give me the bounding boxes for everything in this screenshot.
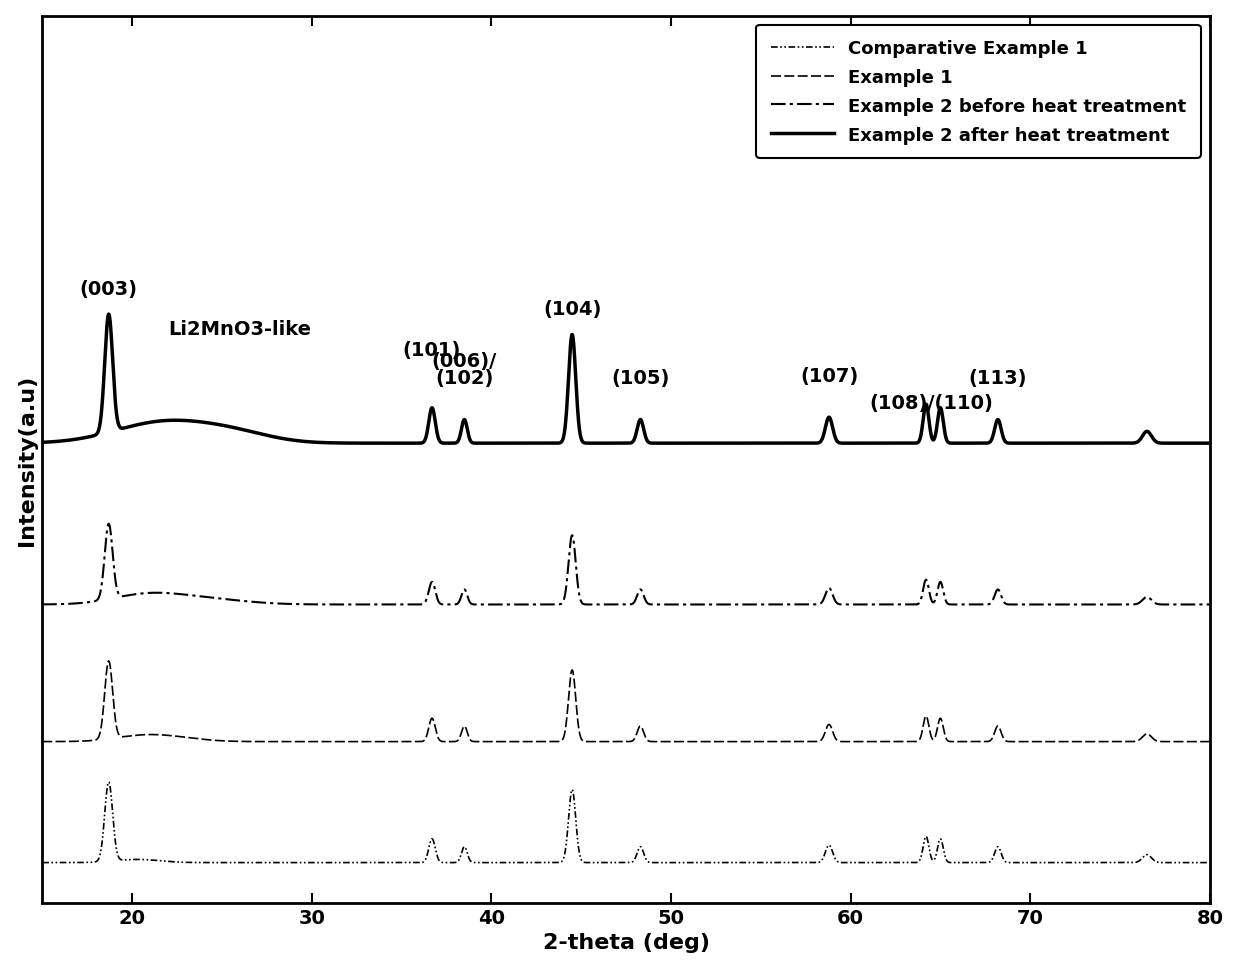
Comparative Example 1 xyxy=(35,857,50,868)
Example 1 xyxy=(963,736,978,748)
Comparative Example 1 xyxy=(1203,857,1218,868)
Y-axis label: Intensity(a.u): Intensity(a.u) xyxy=(16,374,37,546)
Example 2 before heat treatment xyxy=(102,518,117,530)
Comparative Example 1 xyxy=(93,845,108,857)
Example 2 before heat treatment xyxy=(505,599,520,610)
Text: (113): (113) xyxy=(968,369,1027,388)
Example 1 xyxy=(35,736,50,748)
Example 2 before heat treatment xyxy=(725,599,740,610)
Comparative Example 1 xyxy=(725,857,740,868)
Line: Example 2 before heat treatment: Example 2 before heat treatment xyxy=(42,524,1210,605)
Example 2 before heat treatment xyxy=(777,599,792,610)
Example 2 after heat treatment xyxy=(900,438,915,450)
Comparative Example 1 xyxy=(311,857,326,868)
Text: (105): (105) xyxy=(611,369,670,388)
Text: (107): (107) xyxy=(800,366,858,386)
Example 2 after heat treatment xyxy=(458,415,472,426)
Line: Comparative Example 1: Comparative Example 1 xyxy=(42,782,1210,862)
Example 1 xyxy=(900,736,915,748)
Text: (006)/
(102): (006)/ (102) xyxy=(432,352,497,388)
Text: (104): (104) xyxy=(543,300,601,319)
Example 2 before heat treatment xyxy=(1203,599,1218,610)
Legend: Comparative Example 1, Example 1, Example 2 before heat treatment, Example 2 aft: Comparative Example 1, Example 1, Exampl… xyxy=(756,25,1200,159)
Text: (003): (003) xyxy=(79,280,138,298)
Comparative Example 1 xyxy=(777,857,792,868)
Comparative Example 1 xyxy=(102,776,117,788)
Text: Li2MnO3-like: Li2MnO3-like xyxy=(167,320,311,339)
Example 1 xyxy=(1203,736,1218,748)
Text: (101): (101) xyxy=(403,341,461,359)
Text: (108)/(110): (108)/(110) xyxy=(869,393,993,413)
Example 1 xyxy=(458,721,472,733)
Example 2 before heat treatment xyxy=(93,584,108,596)
Example 2 before heat treatment xyxy=(35,599,50,610)
Example 2 after heat treatment xyxy=(725,438,740,450)
X-axis label: 2-theta (deg): 2-theta (deg) xyxy=(543,932,709,953)
Example 2 after heat treatment xyxy=(595,438,610,450)
Line: Example 2 after heat treatment: Example 2 after heat treatment xyxy=(42,315,1210,444)
Example 1 xyxy=(93,723,108,735)
Example 1 xyxy=(389,736,404,748)
Example 2 after heat treatment xyxy=(1203,438,1218,450)
Example 2 after heat treatment xyxy=(963,438,978,450)
Example 1 xyxy=(102,655,117,667)
Comparative Example 1 xyxy=(963,857,978,868)
Example 1 xyxy=(777,736,792,748)
Comparative Example 1 xyxy=(900,857,915,868)
Example 2 after heat treatment xyxy=(93,412,108,423)
Example 1 xyxy=(725,736,740,748)
Line: Example 1: Example 1 xyxy=(42,661,1210,742)
Comparative Example 1 xyxy=(458,842,472,854)
Example 2 after heat treatment xyxy=(102,309,117,321)
Example 2 before heat treatment xyxy=(900,599,915,610)
Example 2 after heat treatment xyxy=(777,438,792,450)
Example 2 after heat treatment xyxy=(35,437,50,449)
Example 2 before heat treatment xyxy=(963,599,978,610)
Example 2 before heat treatment xyxy=(458,584,472,596)
